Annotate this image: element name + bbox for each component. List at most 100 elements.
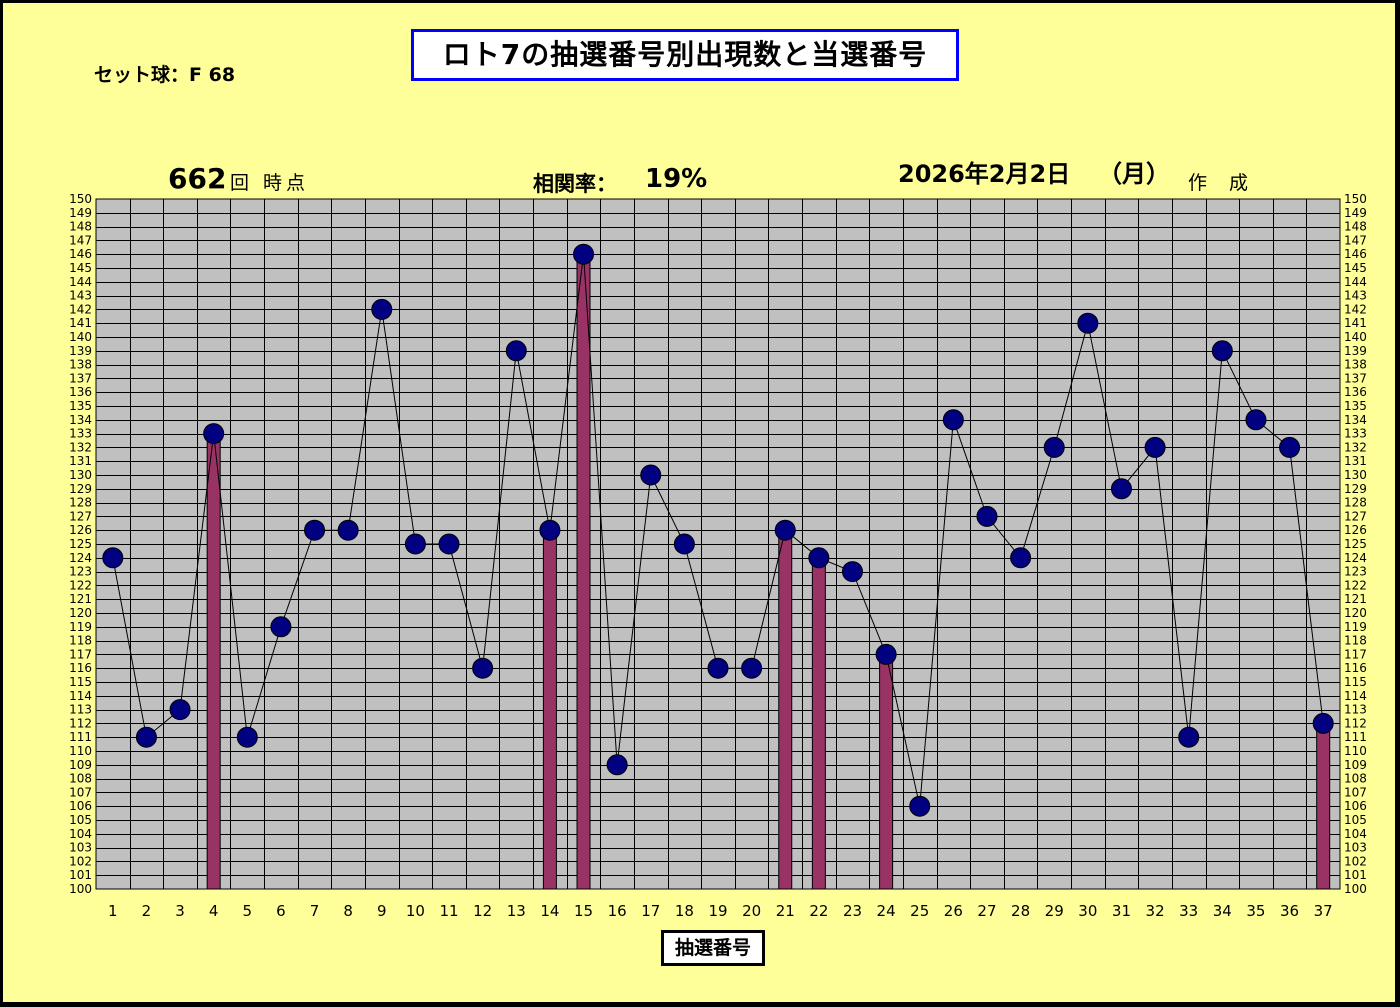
y-tick-label-right: 148 xyxy=(1344,220,1367,234)
x-tick-label: 29 xyxy=(1045,902,1064,920)
creation-weekday: （月） xyxy=(1098,160,1170,188)
x-axis-title: 抽選番号 xyxy=(661,930,765,966)
y-tick-label-left: 142 xyxy=(69,302,92,316)
y-tick-label-right: 124 xyxy=(1344,551,1367,565)
draw-count: 662 xyxy=(168,162,227,195)
y-tick-label-right: 104 xyxy=(1344,827,1367,841)
x-tick-label: 36 xyxy=(1280,902,1299,920)
x-tick-label: 21 xyxy=(776,902,795,920)
y-tick-label-left: 111 xyxy=(69,730,92,744)
y-tick-label-right: 111 xyxy=(1344,730,1367,744)
x-tick-label: 27 xyxy=(977,902,996,920)
y-tick-label-left: 126 xyxy=(69,523,92,537)
y-tick-label-left: 104 xyxy=(69,827,92,841)
y-tick-label-left: 150 xyxy=(69,192,92,206)
point-24 xyxy=(875,643,897,665)
point-13 xyxy=(505,340,527,362)
y-tick-label-left: 131 xyxy=(69,454,92,468)
x-tick-label: 7 xyxy=(310,902,320,920)
x-tick-label: 5 xyxy=(243,902,253,920)
y-tick-label-left: 121 xyxy=(69,592,92,606)
point-34 xyxy=(1211,340,1233,362)
y-tick-label-right: 125 xyxy=(1344,537,1367,551)
x-tick-label: 23 xyxy=(843,902,862,920)
y-tick-label-right: 127 xyxy=(1344,509,1367,523)
y-tick-label-left: 133 xyxy=(69,427,92,441)
y-tick-label-right: 114 xyxy=(1344,689,1367,703)
y-tick-label-right: 139 xyxy=(1344,344,1367,358)
y-tick-label-right: 143 xyxy=(1344,289,1367,303)
y-tick-label-left: 132 xyxy=(69,440,92,454)
point-5 xyxy=(236,726,258,748)
y-tick-label-left: 110 xyxy=(69,744,92,758)
set-ball-label: セット球：F 68 xyxy=(94,64,236,86)
y-tick-label-left: 130 xyxy=(69,468,92,482)
y-tick-label-right: 116 xyxy=(1344,661,1367,675)
x-tick-label: 1 xyxy=(108,902,118,920)
y-tick-label-left: 106 xyxy=(69,799,92,813)
y-tick-label-left: 115 xyxy=(69,675,92,689)
y-tick-label-left: 127 xyxy=(69,509,92,523)
x-tick-label: 3 xyxy=(175,902,185,920)
point-20 xyxy=(741,657,763,679)
point-16 xyxy=(606,754,628,776)
bar-winning-37 xyxy=(1316,722,1331,890)
y-tick-label-right: 130 xyxy=(1344,468,1367,482)
y-tick-label-right: 136 xyxy=(1344,385,1367,399)
bar-winning-21 xyxy=(778,529,793,890)
x-tick-label: 26 xyxy=(944,902,963,920)
y-tick-label-left: 149 xyxy=(69,206,92,220)
x-tick-label: 16 xyxy=(608,902,627,920)
point-17 xyxy=(640,464,662,486)
y-tick-label-right: 141 xyxy=(1344,316,1367,330)
y-tick-label-left: 107 xyxy=(69,785,92,799)
bar-winning-22 xyxy=(811,557,826,890)
y-tick-label-right: 101 xyxy=(1344,868,1367,882)
y-tick-label-left: 136 xyxy=(69,385,92,399)
y-tick-label-right: 133 xyxy=(1344,427,1367,441)
point-28 xyxy=(1010,547,1032,569)
y-tick-label-right: 146 xyxy=(1344,247,1367,261)
y-tick-label-left: 113 xyxy=(69,703,92,717)
point-10 xyxy=(404,533,426,555)
y-tick-label-right: 120 xyxy=(1344,606,1367,620)
y-tick-label-left: 145 xyxy=(69,261,92,275)
x-tick-label: 19 xyxy=(708,902,727,920)
creation-label: 作 成 xyxy=(1188,172,1257,194)
bar-winning-14 xyxy=(542,529,557,890)
y-tick-label-left: 140 xyxy=(69,330,92,344)
y-tick-label-right: 122 xyxy=(1344,578,1367,592)
x-tick-label: 14 xyxy=(540,902,559,920)
x-tick-label: 22 xyxy=(809,902,828,920)
point-37 xyxy=(1312,712,1334,734)
x-tick-label: 37 xyxy=(1314,902,1333,920)
y-tick-label-right: 128 xyxy=(1344,496,1367,510)
x-tick-label: 20 xyxy=(742,902,761,920)
bar-winning-4 xyxy=(206,433,221,890)
x-tick-label: 15 xyxy=(574,902,593,920)
x-tick-label: 6 xyxy=(276,902,286,920)
y-tick-label-right: 110 xyxy=(1344,744,1367,758)
y-tick-label-left: 114 xyxy=(69,689,92,703)
y-tick-label-left: 141 xyxy=(69,316,92,330)
y-tick-label-left: 124 xyxy=(69,551,92,565)
y-tick-label-left: 116 xyxy=(69,661,92,675)
y-tick-label-right: 145 xyxy=(1344,261,1367,275)
point-15 xyxy=(573,243,595,265)
y-tick-label-right: 103 xyxy=(1344,841,1367,855)
x-tick-label: 12 xyxy=(473,902,492,920)
y-tick-label-left: 129 xyxy=(69,482,92,496)
point-25 xyxy=(909,795,931,817)
y-tick-label-right: 121 xyxy=(1344,592,1367,606)
point-1 xyxy=(102,547,124,569)
chart-title: ロト7の抽選番号別出現数と当選番号 xyxy=(411,29,959,81)
y-tick-label-left: 122 xyxy=(69,578,92,592)
y-tick-label-right: 147 xyxy=(1344,233,1367,247)
draw-count-suffix: 回 時点 xyxy=(230,172,310,194)
y-tick-label-left: 101 xyxy=(69,868,92,882)
y-tick-label-right: 117 xyxy=(1344,647,1367,661)
y-tick-label-left: 100 xyxy=(69,882,92,896)
point-27 xyxy=(976,505,998,527)
y-tick-label-right: 138 xyxy=(1344,358,1367,372)
y-tick-label-right: 126 xyxy=(1344,523,1367,537)
